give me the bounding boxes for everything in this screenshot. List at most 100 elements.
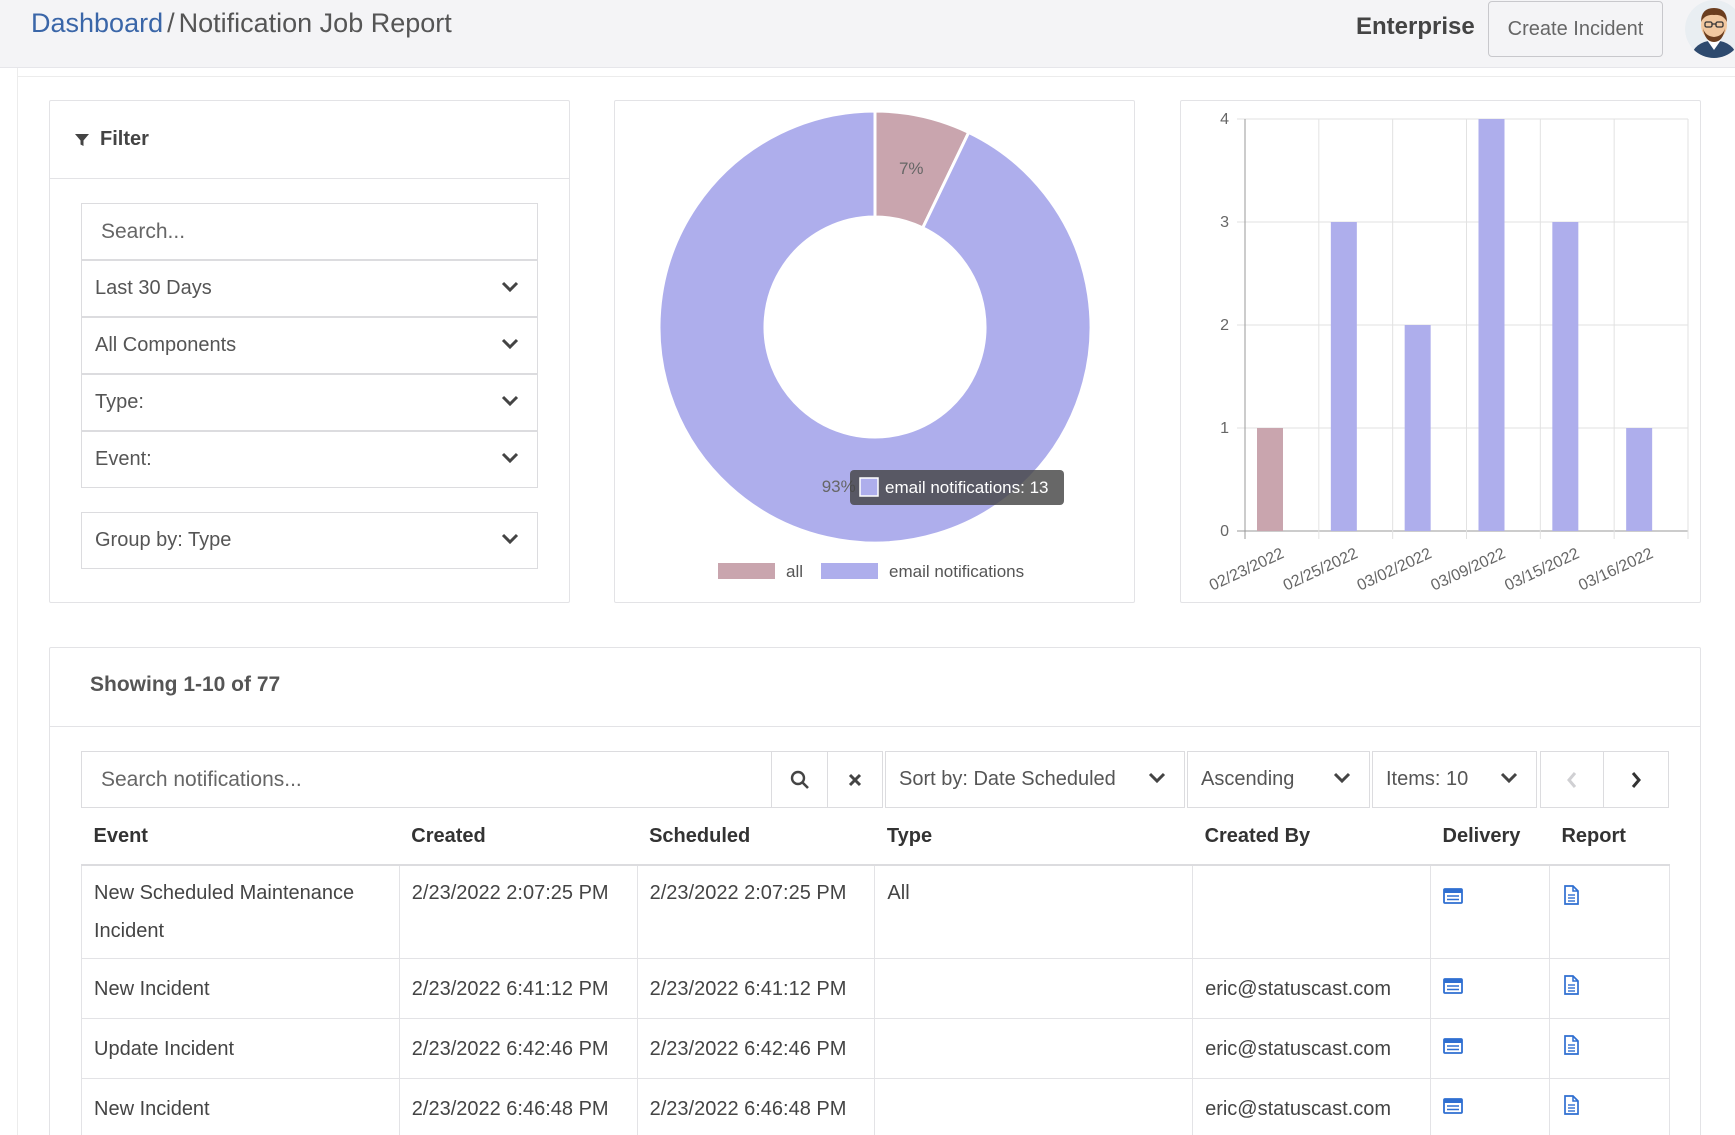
search-icon xyxy=(790,770,809,789)
type-value: Type: xyxy=(95,391,144,413)
event-cell: New Scheduled Maintenance Incident xyxy=(81,864,400,959)
report-document-icon[interactable] xyxy=(1562,974,1580,995)
filter-search-input[interactable]: Search... xyxy=(81,203,538,260)
delivery-cell xyxy=(1430,1078,1550,1135)
y-tick-label: 4 xyxy=(1220,111,1229,128)
type-select[interactable]: Type: xyxy=(81,374,538,431)
chevron-down-icon xyxy=(501,281,519,293)
event-cell: Update Incident xyxy=(81,1018,400,1079)
column-header-event[interactable]: Event xyxy=(81,808,400,866)
group-by-select[interactable]: Group by: Type xyxy=(81,512,538,569)
filter-panel: Filter Search... Last 30 Days All Compon… xyxy=(49,100,570,603)
x-tick-label: 03/15/2022 xyxy=(1502,545,1582,594)
scheduled-cell: 2/23/2022 6:41:12 PM xyxy=(636,958,876,1019)
type-cell xyxy=(874,1018,1194,1079)
bar-03/16/2022[interactable] xyxy=(1626,428,1653,531)
created-by-cell: eric@statuscast.com xyxy=(1192,1018,1432,1079)
event-value: Event: xyxy=(95,448,152,470)
x-tick-label: 02/23/2022 xyxy=(1207,545,1287,594)
event-select[interactable]: Event: xyxy=(81,431,538,488)
type-cell xyxy=(874,958,1194,1019)
chevron-down-icon xyxy=(1333,772,1351,784)
type-cell: All xyxy=(874,864,1194,959)
type-cell xyxy=(874,1078,1194,1135)
bar-02/23/2022[interactable] xyxy=(1257,428,1283,531)
report-cell xyxy=(1548,864,1671,959)
donut-chart-card: 7% 93% email notifications: 13 all email not… xyxy=(614,100,1135,603)
order-value: Ascending xyxy=(1201,768,1295,790)
group-by-value: Group by: Type xyxy=(95,529,232,551)
bar-03/15/2022[interactable] xyxy=(1552,222,1579,531)
sort-by-select[interactable]: Sort by: Date Scheduled xyxy=(885,751,1185,808)
legend-label-email[interactable]: email notifications xyxy=(889,562,1024,581)
content-border xyxy=(17,68,18,1135)
x-tick-label: 03/16/2022 xyxy=(1576,545,1656,594)
filter-icon xyxy=(75,133,89,146)
donut-chart[interactable]: 7% 93% email notifications: 13 all email not… xyxy=(615,101,1136,604)
tooltip-text: email notifications: 13 xyxy=(885,478,1048,497)
date-range-value: Last 30 Days xyxy=(95,277,212,299)
column-header-type[interactable]: Type xyxy=(874,808,1193,866)
bar-02/25/2022[interactable] xyxy=(1330,222,1357,531)
clear-search-button[interactable] xyxy=(827,751,883,808)
close-icon xyxy=(848,773,862,786)
items-per-page-select[interactable]: Items: 10 xyxy=(1372,751,1537,808)
create-incident-button[interactable]: Create Incident xyxy=(1488,1,1663,57)
legend-label-all[interactable]: all xyxy=(786,562,803,581)
search-button[interactable] xyxy=(771,751,828,808)
date-range-select[interactable]: Last 30 Days xyxy=(81,260,538,317)
filter-header: Filter xyxy=(50,101,569,179)
previous-page-button[interactable] xyxy=(1540,751,1604,808)
column-header-created[interactable]: Created xyxy=(399,808,638,866)
order-select[interactable]: Ascending xyxy=(1187,751,1370,808)
items-per-page-value: Items: 10 xyxy=(1386,768,1469,790)
delivery-details-icon[interactable] xyxy=(1443,977,1463,995)
report-cell xyxy=(1548,1078,1671,1135)
report-document-icon[interactable] xyxy=(1562,1094,1580,1115)
column-header-scheduled[interactable]: Scheduled xyxy=(637,808,875,866)
column-header-created-by[interactable]: Created By xyxy=(1192,808,1431,866)
report-document-icon[interactable] xyxy=(1562,885,1580,905)
table-header-row: Event Created Scheduled Type Created By … xyxy=(81,808,1670,866)
donut-percent-label: 93% xyxy=(822,477,856,496)
table-row: New Incident 2/23/2022 6:41:12 PM 2/23/2… xyxy=(81,958,1671,1019)
x-tick-label: 03/09/2022 xyxy=(1428,545,1508,594)
created-cell: 2/23/2022 6:46:48 PM xyxy=(398,1078,638,1135)
report-document-icon[interactable] xyxy=(1562,1034,1580,1055)
delivery-cell xyxy=(1430,958,1550,1019)
bar-03/02/2022[interactable] xyxy=(1404,325,1431,531)
donut-tooltip: email notifications: 13 xyxy=(850,470,1064,505)
created-cell: 2/23/2022 2:07:25 PM xyxy=(398,864,638,959)
chevron-down-icon xyxy=(501,533,519,545)
notifications-search-input[interactable]: Search notifications... xyxy=(81,751,772,808)
donut-slice-email-notifications[interactable] xyxy=(657,109,1093,545)
delivery-cell xyxy=(1430,864,1550,959)
scheduled-cell: 2/23/2022 2:07:25 PM xyxy=(636,864,876,959)
bar-chart-card: 0 1 2 3 4 02/23/2022 02/25/2022 03/02/2022 03/09… xyxy=(1180,100,1701,603)
chevron-left-icon xyxy=(1567,771,1577,788)
delivery-details-icon[interactable] xyxy=(1443,887,1463,905)
tooltip-background xyxy=(850,470,1064,505)
bar-chart[interactable]: 0 1 2 3 4 02/23/202202/25/202203/02/202203/09… xyxy=(1181,101,1702,604)
created-cell: 2/23/2022 6:41:12 PM xyxy=(398,958,638,1019)
report-cell xyxy=(1548,1018,1671,1079)
sort-by-value: Sort by: Date Scheduled xyxy=(899,768,1116,790)
avatar[interactable] xyxy=(1685,0,1735,58)
components-select[interactable]: All Components xyxy=(81,317,538,374)
breadcrumb-dashboard-link[interactable]: Dashboard xyxy=(31,8,164,38)
components-value: All Components xyxy=(95,334,237,356)
tooltip-swatch xyxy=(859,477,879,497)
chevron-down-icon xyxy=(501,338,519,350)
breadcrumb: Dashboard / Notification Job Report xyxy=(31,8,452,39)
delivery-details-icon[interactable] xyxy=(1443,1037,1463,1055)
chevron-down-icon xyxy=(1500,772,1518,784)
filter-title: Filter xyxy=(100,128,149,150)
created-cell: 2/23/2022 6:42:46 PM xyxy=(398,1018,638,1079)
next-page-button[interactable] xyxy=(1603,751,1669,808)
delivery-details-icon[interactable] xyxy=(1443,1097,1463,1115)
y-tick-label: 1 xyxy=(1220,420,1229,437)
bar-03/09/2022[interactable] xyxy=(1478,119,1505,531)
user-avatar-icon xyxy=(1685,0,1735,58)
x-tick-label: 02/25/2022 xyxy=(1281,545,1361,594)
created-by-cell: eric@statuscast.com xyxy=(1192,958,1432,1019)
